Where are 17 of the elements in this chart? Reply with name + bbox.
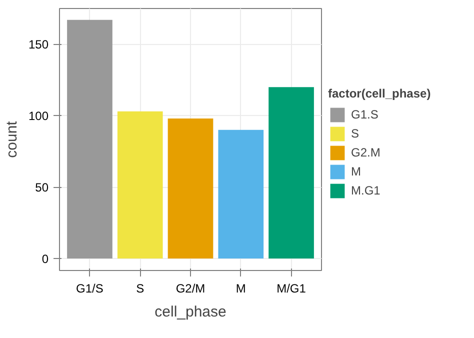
x-tick-label: G2/M	[176, 282, 206, 296]
legend-label: M	[351, 164, 362, 178]
x-axis-title: cell_phase	[154, 304, 226, 320]
legend-label: M.G1	[351, 183, 380, 197]
x-tick-label: M	[236, 282, 246, 296]
legend-title: factor(cell_phase)	[328, 86, 431, 100]
legend-label: G1.S	[351, 107, 378, 121]
x-tick-label: G1/S	[76, 282, 104, 296]
x-tick-label: M/G1	[276, 282, 306, 296]
y-tick-label: 100	[28, 109, 49, 124]
y-tick-label: 50	[35, 180, 49, 195]
legend-label: S	[351, 126, 360, 140]
legend-label: G2.M	[351, 145, 380, 159]
y-axis-title: count	[3, 120, 20, 158]
y-tick-label: 150	[28, 38, 49, 52]
y-tick-label: 0	[42, 252, 49, 266]
x-tick-label: S	[136, 282, 144, 296]
